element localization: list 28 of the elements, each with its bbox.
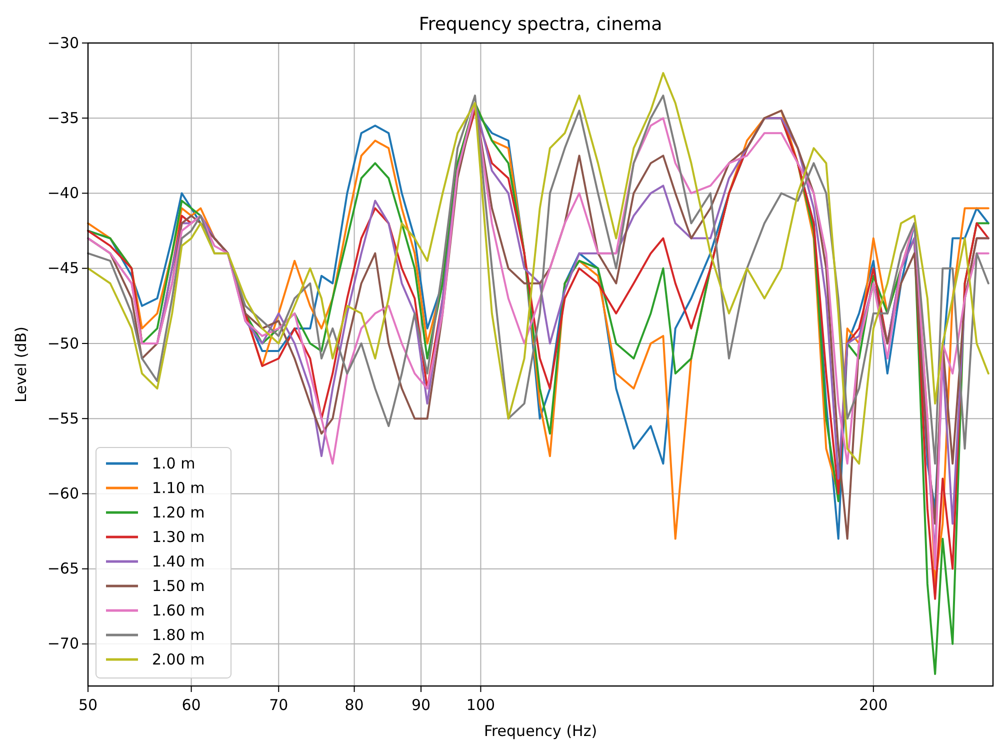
legend-label: 1.80 m: [152, 626, 205, 644]
legend-label: 1.30 m: [152, 528, 205, 546]
x-tick-label: 70: [269, 696, 288, 714]
y-tick-label: −30: [47, 34, 79, 52]
x-tick-label: 50: [78, 696, 98, 714]
legend-label: 1.50 m: [152, 577, 205, 595]
x-tick-label: 100: [466, 696, 496, 714]
y-tick-label: −55: [47, 409, 79, 428]
x-axis-title: Frequency (Hz): [484, 722, 598, 740]
y-tick-label: −40: [47, 184, 79, 202]
y-tick-label: −45: [47, 259, 79, 278]
y-tick-label: −65: [47, 560, 79, 578]
legend-label: 1.10 m: [152, 479, 205, 497]
legend-label: 1.0 m: [152, 454, 196, 472]
y-tick-label: −60: [47, 484, 79, 502]
x-tick-label: 90: [411, 696, 431, 714]
y-axis-title: Level (dB): [12, 326, 30, 402]
y-tick-label: −50: [47, 334, 79, 352]
legend-label: 1.60 m: [152, 602, 205, 620]
legend-label: 1.40 m: [152, 552, 205, 570]
chart-title: Frequency spectra, cinema: [418, 14, 662, 35]
legend-label: 1.20 m: [152, 504, 205, 522]
y-tick-label: −35: [47, 108, 79, 127]
legend-label: 2.00 m: [152, 650, 205, 668]
y-tick-label: −70: [47, 634, 79, 653]
x-tick-label: 200: [859, 696, 888, 714]
x-tick-label: 80: [344, 696, 364, 714]
x-tick-label: 60: [182, 696, 201, 714]
